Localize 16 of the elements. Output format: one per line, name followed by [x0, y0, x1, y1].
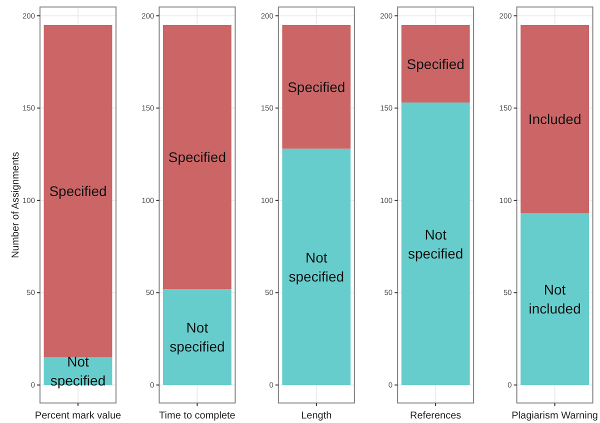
y-axis-title: Number of Assignments — [10, 152, 22, 258]
series-label: Not specified — [288, 249, 344, 284]
x-tick-label: Percent mark value — [34, 410, 122, 422]
x-tick-label: Time to complete — [159, 410, 236, 422]
series-label: Included — [528, 111, 582, 128]
series-label: Specified — [406, 56, 464, 72]
x-tick-label: References — [410, 410, 462, 422]
series-label: Specified — [168, 149, 226, 165]
x-tick-label: Plagiarism Warning — [512, 410, 598, 422]
series-label: Not included — [528, 282, 581, 317]
series-label: Not specified — [50, 354, 106, 389]
series-label: Specified — [49, 183, 107, 200]
series-label: Not specified — [170, 320, 225, 354]
series-label: Not specified — [408, 226, 464, 262]
series-label: Specified — [288, 78, 346, 95]
x-tick-label: Length — [301, 410, 332, 422]
